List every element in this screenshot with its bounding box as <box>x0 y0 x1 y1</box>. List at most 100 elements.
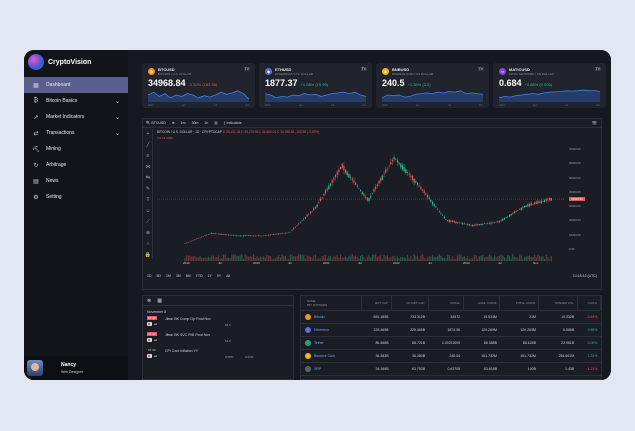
interval-1m[interactable]: 1m <box>180 121 186 125</box>
candle <box>503 217 506 220</box>
interval-1h[interactable]: 1h <box>204 121 209 125</box>
candle <box>532 203 534 205</box>
coin-name-cell[interactable]: Bitcoin <box>301 310 362 324</box>
sidebar-item-dashboard[interactable]: ▦ Dashboard <box>24 77 128 93</box>
zoom-icon[interactable]: ⊕ <box>145 230 151 236</box>
volume-bar <box>187 255 189 261</box>
sidebar-item-arbitrage[interactable]: ↻ Arbitrage <box>24 157 128 173</box>
column-header[interactable]: NAME 857 MATCHES <box>301 296 363 311</box>
coin-name-cell[interactable]: Ethereum <box>301 323 362 337</box>
timeframe-3m[interactable]: 3M <box>175 274 181 278</box>
column-header[interactable]: MKT CAP <box>361 296 393 311</box>
coin-name-cell[interactable]: Binance Coin <box>301 349 362 363</box>
column-header[interactable]: FD MKT CAP <box>391 296 429 311</box>
ticker-card-bnbusd[interactable]: ◈ BNBUSD BINANCE COIN / US DOLLAR TV 240.5 +1… <box>376 63 489 108</box>
bar-chart-icon[interactable]: ▦ <box>157 297 162 304</box>
camera-icon[interactable]: 📷 <box>592 120 597 125</box>
volume-bar <box>480 255 482 261</box>
brand[interactable]: CryptoVision <box>28 54 91 70</box>
tradingview-icon: TV <box>243 67 250 71</box>
text-icon[interactable]: T <box>146 197 150 203</box>
price-chart[interactable] <box>157 143 565 261</box>
sidebar-item-market-indicators[interactable]: ↗ Market Indicators ⌄ <box>24 109 128 125</box>
volume-bar <box>252 254 255 261</box>
trend-line-icon[interactable]: ╱ <box>146 142 150 148</box>
globe-icon[interactable]: ⊗ <box>147 297 152 304</box>
column-header[interactable]: TOTAL COINS <box>499 296 540 311</box>
volume-bar <box>271 258 273 261</box>
ticker-change: +0.88% (0.006) <box>524 82 552 87</box>
ticker-card-btcusd[interactable]: ₿ BTCUSD BITCOIN / U.S. DOLLAR TV 34968.84 -0… <box>142 63 255 108</box>
user-profile[interactable]: Nancy Web Designer <box>24 356 128 380</box>
candle <box>482 223 484 225</box>
timeframe-1y[interactable]: 1Y <box>207 274 212 278</box>
volume-bar <box>219 258 221 261</box>
calendar-event[interactable]: 07:30 all CPI Core Inflation YY 0.58% 0.63% <box>143 346 293 362</box>
volume-bar <box>371 254 373 261</box>
volume-bar <box>411 258 414 261</box>
volume-bar <box>338 258 340 261</box>
volume-bar <box>498 255 501 261</box>
timeframe-all[interactable]: All <box>226 274 231 278</box>
timeframe-5y[interactable]: 5Y <box>216 274 222 278</box>
table-row[interactable]: Binance Coin 36.383B 36.383B 240.54 151.732M… <box>301 349 601 363</box>
coin-name-cell[interactable]: XRP <box>301 362 362 376</box>
emoji-icon[interactable]: ☺ <box>145 208 151 214</box>
ruler-icon[interactable]: ⟋ <box>146 219 150 225</box>
ticker-symbol: BNBUSD <box>392 67 410 72</box>
interval-30m[interactable]: 30m <box>191 121 199 125</box>
timeframe-ytd[interactable]: YTD <box>195 274 203 278</box>
candle <box>425 193 427 195</box>
volume-bar <box>201 257 203 261</box>
volume-bar <box>273 258 275 261</box>
sidebar-item-mining[interactable]: ⛏ Mining <box>24 141 128 157</box>
candle <box>391 159 394 162</box>
brush-icon[interactable]: ✎ <box>145 186 151 192</box>
volume-bar <box>244 254 246 261</box>
volume-bar <box>278 255 280 261</box>
crosshair-icon[interactable]: + <box>146 131 150 137</box>
timeframe-6m[interactable]: 6M <box>185 274 191 278</box>
table-row[interactable]: Ethereum 225.469B 225.469B 1874.56 120.269M 1… <box>301 323 601 337</box>
column-header[interactable]: CHG% <box>577 296 602 311</box>
sidebar-item-transactions[interactable]: ⇄ Transactions ⌄ <box>24 125 128 141</box>
volume-bar <box>237 256 240 261</box>
chart-type-icon[interactable]: ▥ <box>214 121 218 125</box>
volume-bar <box>468 258 470 261</box>
sidebar-item-bitcoin-basics[interactable]: ₿ Bitcoin Basics ⌄ <box>24 93 128 109</box>
column-header[interactable]: AVAIL COINS <box>463 296 501 311</box>
timeframe-1m[interactable]: 1M <box>165 274 171 278</box>
volume-bar <box>363 257 365 261</box>
indicators-button[interactable]: ƒ Indicators <box>223 121 242 125</box>
candle <box>517 210 519 211</box>
table-row[interactable]: Bitcoin 681.189B 733.312B 34972 19.534M 21M 10… <box>301 310 601 324</box>
candle <box>301 220 303 222</box>
magnet-icon[interactable]: ∩ <box>146 241 150 247</box>
timeframe-1d[interactable]: 1D <box>147 274 152 278</box>
ticker-card-ethusd[interactable]: ◆ ETHUSD ETHEREUM / U.S. DOLLAR TV 1877.37 +1… <box>259 63 372 108</box>
ticker-card-maticusd[interactable]: ∞ MATICUSD MATIC NETWORK / US DOLLAR TV 0.68… <box>493 63 606 108</box>
sidebar-item-setting[interactable]: ⚙ Setting <box>24 189 128 205</box>
table-row[interactable]: Tether 86.466B 88.721B 1.00211009 86.368B 88.… <box>301 336 601 350</box>
volume-bar <box>473 255 475 261</box>
coin-name-cell[interactable]: Tether <box>301 336 362 350</box>
fib-icon[interactable]: ≡ <box>146 153 150 159</box>
lock-icon[interactable]: 🔒 <box>144 252 152 258</box>
calendar-event[interactable]: 07:30 all Jibun BK SVC PMI Final Nov 51.8 <box>143 330 293 346</box>
symbol-search[interactable]: 🔍 BTCUSD <box>146 121 166 125</box>
pattern-icon[interactable]: ⋈ <box>145 164 151 170</box>
calendar-event[interactable]: 07:30 all Jibun BK Comp Op Final Nov 52.5 <box>143 314 293 330</box>
candle <box>316 204 318 208</box>
volume-bar <box>535 257 537 261</box>
volume-bar <box>296 255 298 261</box>
column-header[interactable]: TRADED VOL <box>538 296 578 311</box>
sidebar-item-news[interactable]: ▤ News <box>24 173 128 189</box>
table-row[interactable]: XRP 34.169B 63.703B 0.63705 53.618B 100B 1.43B… <box>301 362 601 376</box>
volume-bar <box>339 254 342 261</box>
add-symbol-icon[interactable]: ⊕ <box>171 121 175 125</box>
timeframe-5d[interactable]: 5D <box>156 274 161 278</box>
candle <box>314 206 317 209</box>
column-header[interactable]: PRICE <box>428 296 464 311</box>
volume-bar <box>544 258 546 261</box>
measure-icon[interactable]: ⇆ <box>145 175 151 181</box>
